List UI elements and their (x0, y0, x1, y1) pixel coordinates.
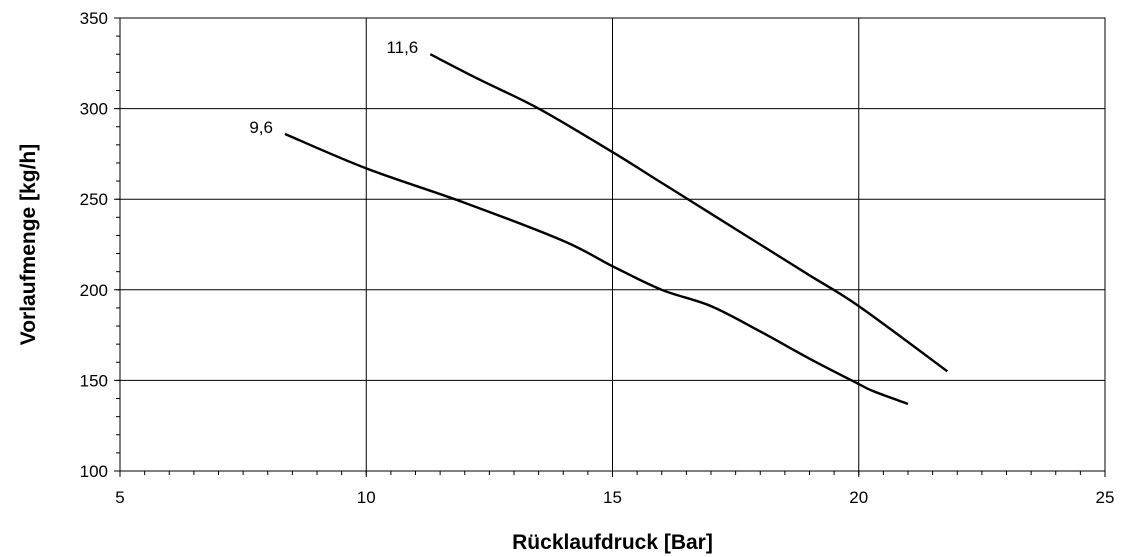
y-axis-title: Vorlaufmenge [kg/h] (17, 144, 40, 345)
series-line-2 (429, 53, 949, 373)
y-tick-label: 100 (80, 462, 108, 481)
y-tick-label: 300 (80, 100, 108, 119)
x-tick-label: 20 (849, 488, 868, 507)
y-tick-label: 250 (80, 190, 108, 209)
x-axis-title: Rücklaufdruck [Bar] (512, 531, 713, 554)
minor-ticks (116, 17, 1106, 475)
x-tick-label: 15 (603, 488, 622, 507)
x-tick-label: 25 (1096, 488, 1115, 507)
gridlines (114, 17, 1106, 477)
series-labels: 9,6 11,6 (249, 38, 418, 137)
series-label-2: 11,6 (386, 38, 418, 57)
y-tick-label: 350 (80, 9, 108, 28)
plot-area (119, 17, 1106, 472)
y-axis-tick-labels: 100 150 200 250 300 350 (80, 9, 108, 481)
y-tick-label: 200 (80, 281, 108, 300)
x-tick-label: 5 (115, 488, 124, 507)
x-axis-tick-labels: 5 10 15 20 25 (115, 488, 1114, 507)
series-line-1 (284, 132, 909, 406)
y-tick-label: 150 (80, 371, 108, 390)
series-label-1: 9,6 (249, 118, 273, 137)
x-tick-label: 10 (357, 488, 376, 507)
series-lines (284, 53, 949, 406)
